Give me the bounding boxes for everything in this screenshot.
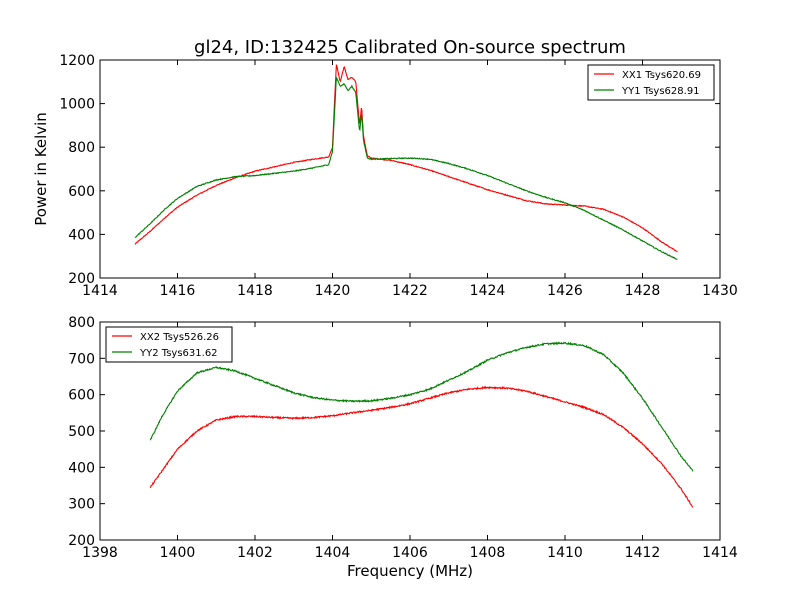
bottom-chart-series: [149, 341, 694, 508]
top-xtick-label: 1426: [547, 283, 583, 299]
top-chart-ylabel: Power in Kelvin: [32, 112, 50, 226]
top-xtick-label: 1420: [315, 283, 351, 299]
bottom-xtick-label: 1406: [392, 545, 428, 561]
bottom-ytick-label: 800: [68, 315, 95, 331]
top-chart-series: [134, 64, 678, 260]
bottom-legend: XX2 Tsys526.26 YY2 Tsys631.62: [105, 326, 233, 363]
bottom-chart-ticks: 1398 1400 1402 1404 1406 1408 1410 1412 1414 200 3…: [68, 315, 738, 561]
top-ytick-label: 1200: [59, 53, 95, 69]
bottom-xtick-label: 1404: [315, 545, 351, 561]
bottom-xtick-label: 1400: [160, 545, 196, 561]
top-xtick-label: 1422: [392, 283, 428, 299]
bottom-ytick-label: 600: [68, 388, 95, 404]
bottom-xtick-label: 1410: [547, 545, 583, 561]
top-legend: XX1 Tsys620.69 YY1 Tsys628.91: [587, 64, 715, 101]
top-legend-box: [587, 64, 715, 101]
bottom-plot-frame: [99, 321, 721, 541]
bottom-ytick-label: 700: [68, 351, 95, 367]
top-chart-title: gl24, ID:132425 Calibrated On-source spe…: [194, 37, 626, 58]
top-ytick-label: 400: [68, 227, 95, 243]
bottom-series-line-xx2: [149, 385, 694, 508]
bottom-xtick-label: 1408: [470, 545, 506, 561]
top-plot-frame: [99, 59, 721, 279]
bottom-xtick-label: 1412: [625, 545, 661, 561]
top-ytick-label: 200: [68, 271, 95, 287]
bottom-ytick-label: 200: [68, 533, 95, 549]
top-chart-ticks: 1414 1416 1418 1420 1422 1424 1426 1428 1430 200 4…: [59, 53, 737, 299]
top-ytick-label: 800: [68, 140, 95, 156]
bottom-xtick-label: 1414: [702, 545, 738, 561]
bottom-xtick-label: 1402: [237, 545, 273, 561]
top-xtick-label: 1416: [160, 283, 196, 299]
top-xtick-label: 1428: [625, 283, 661, 299]
top-xtick-label: 1418: [237, 283, 273, 299]
bottom-legend-box: [105, 326, 233, 363]
bottom-legend-label-yy2: YY2 Tsys631.62: [139, 348, 218, 359]
top-ytick-label: 600: [68, 184, 95, 200]
top-series-line-yy1: [134, 76, 678, 260]
top-chart: gl24, ID:132425 Calibrated On-source spe…: [32, 37, 738, 299]
bottom-legend-label-xx2: XX2 Tsys526.26: [140, 332, 219, 343]
bottom-series-line-yy2: [149, 341, 694, 472]
bottom-xtick-label: 1398: [82, 545, 118, 561]
bottom-ytick-label: 300: [68, 497, 95, 513]
bottom-ytick-label: 400: [68, 460, 95, 476]
top-ytick-label: 1000: [59, 97, 95, 113]
bottom-chart-xlabel: Frequency (MHz): [347, 562, 473, 580]
top-series-line-xx1: [134, 64, 678, 253]
top-xtick-label: 1414: [82, 283, 118, 299]
bottom-ytick-label: 500: [68, 424, 95, 440]
top-xtick-label: 1430: [702, 283, 738, 299]
top-legend-label-xx1: XX1 Tsys620.69: [622, 70, 701, 81]
top-legend-label-yy1: YY1 Tsys628.91: [621, 86, 700, 97]
bottom-chart: Frequency (MHz) 1398 1400 1402 1404 1406 1408…: [68, 315, 738, 580]
top-xtick-label: 1424: [470, 283, 506, 299]
